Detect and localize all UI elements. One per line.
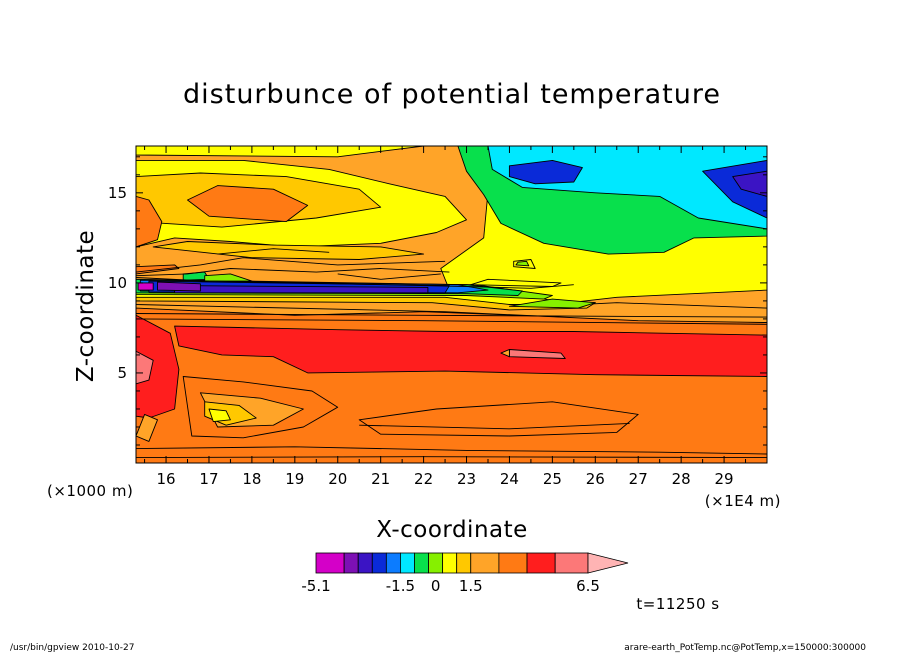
contour-region bbox=[174, 285, 429, 294]
colorbar-segment bbox=[554, 552, 589, 574]
contour-region bbox=[136, 413, 158, 442]
footer-left: /usr/bin/gpview 2010-10-27 bbox=[10, 643, 134, 653]
x-tick-label: 24 bbox=[500, 470, 519, 488]
colorbar-segment bbox=[400, 552, 415, 574]
colorbar-segment bbox=[498, 552, 528, 574]
x-tick-label: 27 bbox=[629, 470, 648, 488]
contour-region bbox=[208, 408, 231, 423]
contour-line bbox=[217, 248, 330, 255]
y-axis: 5 10 15 bbox=[108, 156, 767, 446]
colorbar-segment bbox=[470, 552, 500, 574]
contour-region bbox=[136, 146, 425, 158]
colorbar-tick-label: -1.5 bbox=[386, 577, 415, 595]
contour-line bbox=[136, 318, 767, 325]
x-axis-label: X-coordinate bbox=[376, 517, 528, 543]
x-tick-label: 22 bbox=[414, 470, 433, 488]
contour-region bbox=[508, 159, 583, 185]
contour-region bbox=[137, 282, 154, 291]
x-tick-label: 23 bbox=[457, 470, 476, 488]
contour-line bbox=[359, 422, 630, 430]
x-tick-label: 21 bbox=[371, 470, 390, 488]
y-tick-label: 15 bbox=[108, 184, 127, 202]
colorbar-segment bbox=[526, 552, 556, 574]
contour-line bbox=[337, 273, 441, 280]
contour-region bbox=[515, 260, 530, 267]
contour-region bbox=[732, 170, 767, 197]
colorbar-segment bbox=[442, 552, 458, 574]
contour-region bbox=[174, 325, 767, 377]
y-tick-label: 10 bbox=[108, 274, 127, 292]
contour-region bbox=[470, 278, 562, 287]
x-tick-label: 20 bbox=[328, 470, 347, 488]
colorbar-segment bbox=[371, 552, 387, 574]
colorbar: -5.1 -1.5 0 1.5 6.5 bbox=[301, 552, 629, 595]
contour-region bbox=[204, 273, 253, 282]
x-unit-left: (×1000 m) bbox=[47, 482, 133, 500]
colorbar-segment bbox=[315, 552, 345, 574]
plot-frame bbox=[135, 145, 768, 464]
x-tick-label: 16 bbox=[157, 470, 176, 488]
contour-line bbox=[136, 446, 767, 455]
plot-area bbox=[136, 146, 767, 463]
colorbar-segment bbox=[385, 552, 401, 574]
colorbar-tick-label: -5.1 bbox=[301, 577, 330, 595]
contour-region bbox=[187, 185, 309, 223]
colorbar-tick-label: 0 bbox=[431, 577, 441, 595]
x-tick-label: 28 bbox=[672, 470, 691, 488]
contour-line bbox=[136, 257, 446, 273]
x-tick-label: 29 bbox=[715, 470, 734, 488]
contour-region bbox=[508, 298, 596, 309]
y-axis-label: Z-coordinate bbox=[73, 230, 99, 382]
colorbar-tick-label: 6.5 bbox=[576, 577, 600, 595]
contour-line bbox=[136, 313, 767, 318]
contour-region bbox=[136, 195, 163, 248]
x-tick-label: 19 bbox=[285, 470, 304, 488]
x-tick-label: 25 bbox=[543, 470, 562, 488]
contour-region bbox=[136, 350, 154, 385]
x-tick-label: 26 bbox=[586, 470, 605, 488]
contour-region bbox=[500, 349, 510, 358]
colorbar-segment bbox=[343, 552, 359, 574]
colorbar-segment bbox=[456, 552, 472, 574]
time-label: t=11250 s bbox=[636, 595, 719, 613]
colorbar-segment bbox=[414, 552, 429, 574]
contour-line bbox=[136, 268, 450, 277]
contour-region bbox=[136, 314, 180, 419]
y-tick-label: 5 bbox=[117, 364, 127, 382]
x-tick-label: 18 bbox=[242, 470, 261, 488]
footer-right: arare-earth_PotTemp.nc@PotTemp,x=150000:… bbox=[624, 643, 866, 653]
chart-title: disturbunce of potential temperature bbox=[183, 79, 721, 110]
colorbar-segment bbox=[357, 552, 373, 574]
contour-layer bbox=[136, 146, 767, 463]
contour-line bbox=[136, 277, 574, 289]
x-unit-right: (×1E4 m) bbox=[705, 492, 781, 510]
contour-region bbox=[157, 281, 201, 292]
x-tick-label: 17 bbox=[199, 470, 218, 488]
colorbar-tick-label: 1.5 bbox=[459, 577, 483, 595]
contour-region bbox=[152, 241, 425, 260]
colorbar-extension bbox=[587, 552, 629, 574]
colorbar-segment bbox=[428, 552, 444, 574]
x-axis: 16 17 18 19 20 21 22 23 24 25 26 27 28 29 bbox=[144, 146, 747, 488]
